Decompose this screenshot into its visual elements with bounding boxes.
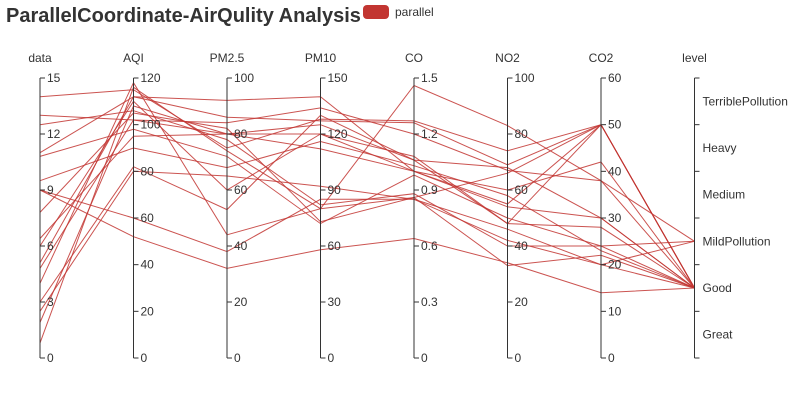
tick-label: 9 [47, 183, 54, 197]
tick-label: 20 [515, 295, 529, 309]
tick-label: 90 [328, 183, 342, 197]
tick-label: 10 [608, 304, 622, 318]
axis-co2[interactable]: CO2 0 10 20 30 40 50 60 [589, 51, 622, 365]
tick-label: 50 [608, 118, 622, 132]
tick-label: 3 [47, 295, 54, 309]
series-line[interactable] [39, 105, 695, 323]
tick-label: 1.5 [421, 71, 438, 85]
tick-label: 20 [608, 258, 622, 272]
tick-label: 60 [608, 71, 622, 85]
legend-swatch[interactable] [363, 5, 389, 19]
axis-name: NO2 [495, 51, 520, 65]
tick-label: 0 [515, 351, 522, 365]
axis-data[interactable]: data 0 3 6 9 12 15 [28, 51, 60, 365]
tick-label: 60 [234, 183, 248, 197]
axis-name: AQI [123, 51, 144, 65]
tick-label: TerriblePollution [703, 94, 788, 108]
series-line[interactable] [39, 189, 695, 266]
tick-label: 6 [47, 239, 54, 253]
tick-label: Medium [703, 188, 746, 202]
tick-label: 30 [608, 211, 622, 225]
axis-pm10[interactable]: PM10 0 30 60 90 120 150 [305, 51, 348, 365]
axis-name: data [28, 51, 52, 65]
tick-label: 80 [515, 127, 529, 141]
series-line[interactable] [39, 124, 695, 289]
axis-name: PM2.5 [210, 51, 245, 65]
series-line[interactable] [39, 107, 695, 242]
tick-label: 20 [141, 304, 155, 318]
tick-label: 40 [515, 239, 529, 253]
chart-title: ParallelCoordinate-AirQulity Analysis [6, 5, 361, 27]
axis-name: level [682, 51, 707, 65]
series-line[interactable] [39, 100, 695, 289]
tick-label: 12 [47, 127, 61, 141]
tick-label: 0 [141, 351, 148, 365]
tick-label: 0 [608, 351, 615, 365]
tick-label: 100 [234, 71, 254, 85]
tick-label: 0.9 [421, 183, 438, 197]
axis-aqi[interactable]: AQI 0 20 40 60 80 100 120 [123, 51, 161, 365]
tick-label: Great [703, 328, 734, 342]
tick-label: 60 [141, 211, 155, 225]
series-line[interactable] [39, 86, 695, 344]
axis-co[interactable]: CO 0 0.3 0.6 0.9 1.2 1.5 [405, 51, 438, 365]
axis-name: CO [405, 51, 423, 65]
tick-label: 1.2 [421, 127, 438, 141]
legend[interactable]: parallel [363, 5, 434, 19]
tick-label: 0.3 [421, 295, 438, 309]
series-line[interactable] [39, 96, 695, 289]
series-line[interactable] [39, 96, 695, 289]
tick-label: 120 [328, 127, 348, 141]
axis-level[interactable]: level Great Good MildPollution Medium Heavy Te… [682, 51, 788, 359]
tick-label: 100 [141, 118, 161, 132]
tick-label: 60 [515, 183, 529, 197]
series-line[interactable] [39, 119, 695, 289]
series-lines [39, 81, 695, 344]
tick-label: 0 [47, 351, 54, 365]
tick-label: 0 [234, 351, 241, 365]
axis-name: PM10 [305, 51, 337, 65]
tick-label: 15 [47, 71, 61, 85]
tick-label: 80 [141, 164, 155, 178]
series-line[interactable] [39, 81, 695, 289]
axis-name: CO2 [589, 51, 614, 65]
series-line[interactable] [39, 114, 695, 303]
tick-label: Heavy [703, 141, 737, 155]
tick-label: 0 [328, 351, 335, 365]
tick-label: 0 [421, 351, 428, 365]
tick-label: 100 [515, 71, 535, 85]
tick-label: 40 [608, 164, 622, 178]
tick-label: 40 [234, 239, 248, 253]
tick-label: 30 [328, 295, 342, 309]
tick-label: 20 [234, 295, 248, 309]
tick-label: 150 [328, 71, 348, 85]
tick-label: 40 [141, 258, 155, 272]
legend-label[interactable]: parallel [395, 5, 434, 19]
tick-label: 80 [234, 127, 248, 141]
series-line[interactable] [39, 112, 695, 289]
series-line[interactable] [39, 189, 695, 294]
axis-pm2-5[interactable]: PM2.5 0 20 40 60 80 100 [210, 51, 255, 365]
series-line[interactable] [39, 140, 695, 289]
tick-label: Good [703, 281, 732, 295]
series-line[interactable] [39, 170, 695, 312]
axis-no2[interactable]: NO2 0 20 40 60 80 100 [495, 51, 535, 365]
tick-label: 120 [141, 71, 161, 85]
parallel-axes: data03691215AQI020406080100120PM2.502040… [28, 51, 788, 365]
tick-label: MildPollution [703, 234, 771, 248]
tick-label: 0.6 [421, 239, 438, 253]
tick-label: 60 [328, 239, 342, 253]
series-line[interactable] [39, 89, 695, 289]
